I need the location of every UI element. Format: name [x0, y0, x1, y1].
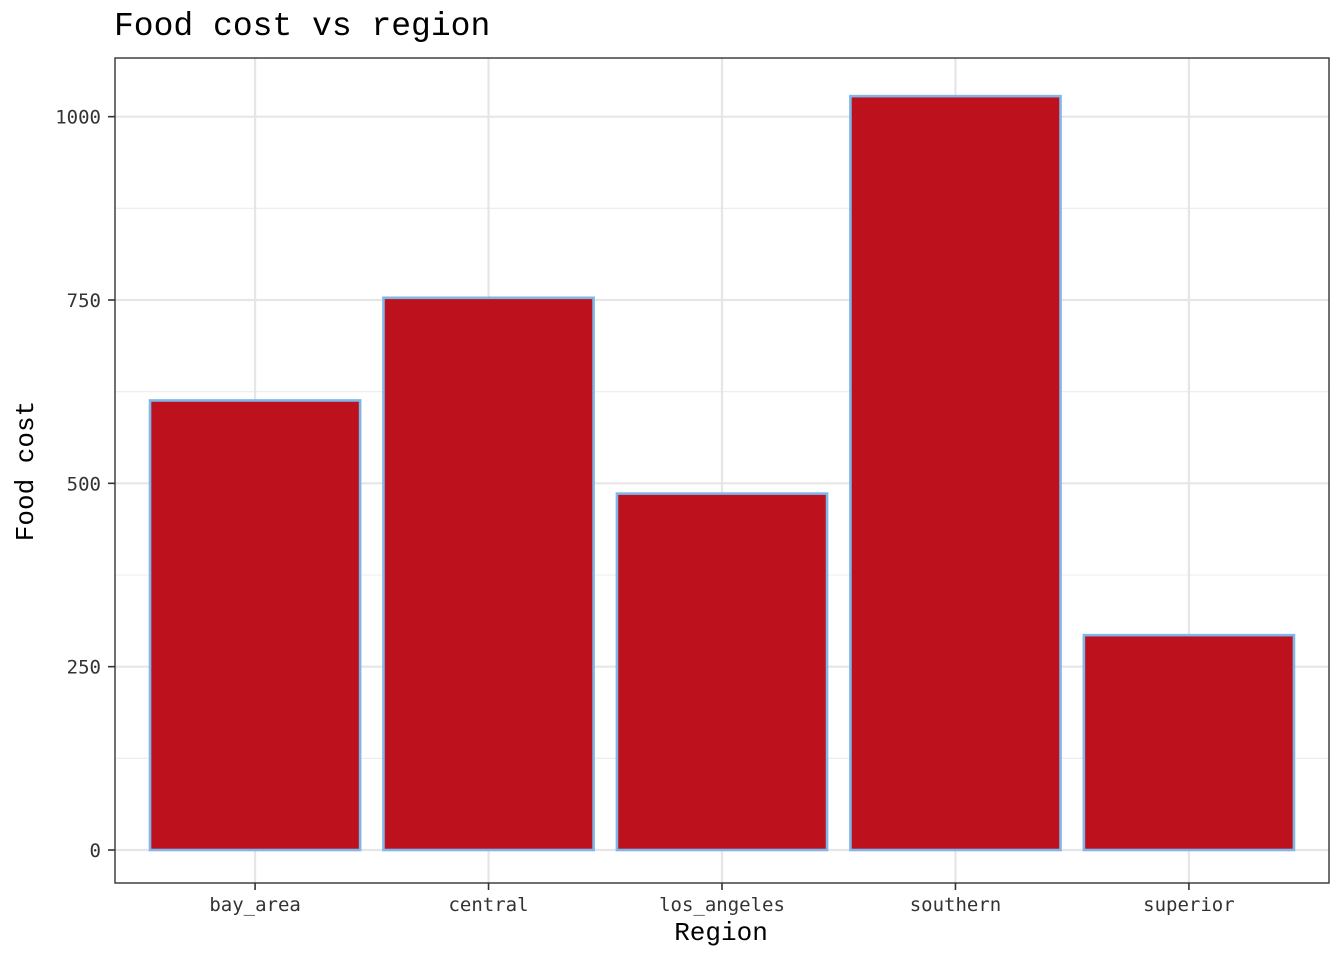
- bar-los_angeles: [615, 492, 829, 852]
- y-tick-label: 250: [67, 657, 101, 679]
- x-tick-label: bay_area: [209, 894, 301, 916]
- bar-superior: [1082, 633, 1296, 852]
- x-tick-label: superior: [1143, 894, 1235, 916]
- x-tick-label: los_angeles: [659, 894, 785, 916]
- y-tick-label: 0: [90, 840, 101, 862]
- y-tick-label: 500: [67, 473, 101, 495]
- chart-title: Food cost vs region: [114, 8, 490, 45]
- bar-bay_area: [148, 399, 362, 852]
- bars: [148, 94, 1296, 852]
- x-axis: bay_area central los_angeles southern superi…: [209, 883, 1235, 916]
- x-axis-title: Region: [674, 918, 768, 948]
- y-tick-label: 1000: [55, 107, 101, 129]
- y-axis: 0 250 500 750 1000: [55, 107, 115, 862]
- x-tick-label: central: [448, 894, 528, 916]
- x-tick-label: southern: [910, 894, 1002, 916]
- bar-southern: [849, 94, 1062, 852]
- y-axis-title: Food cost: [11, 401, 41, 541]
- y-tick-label: 750: [67, 290, 101, 312]
- bar-central: [382, 296, 595, 852]
